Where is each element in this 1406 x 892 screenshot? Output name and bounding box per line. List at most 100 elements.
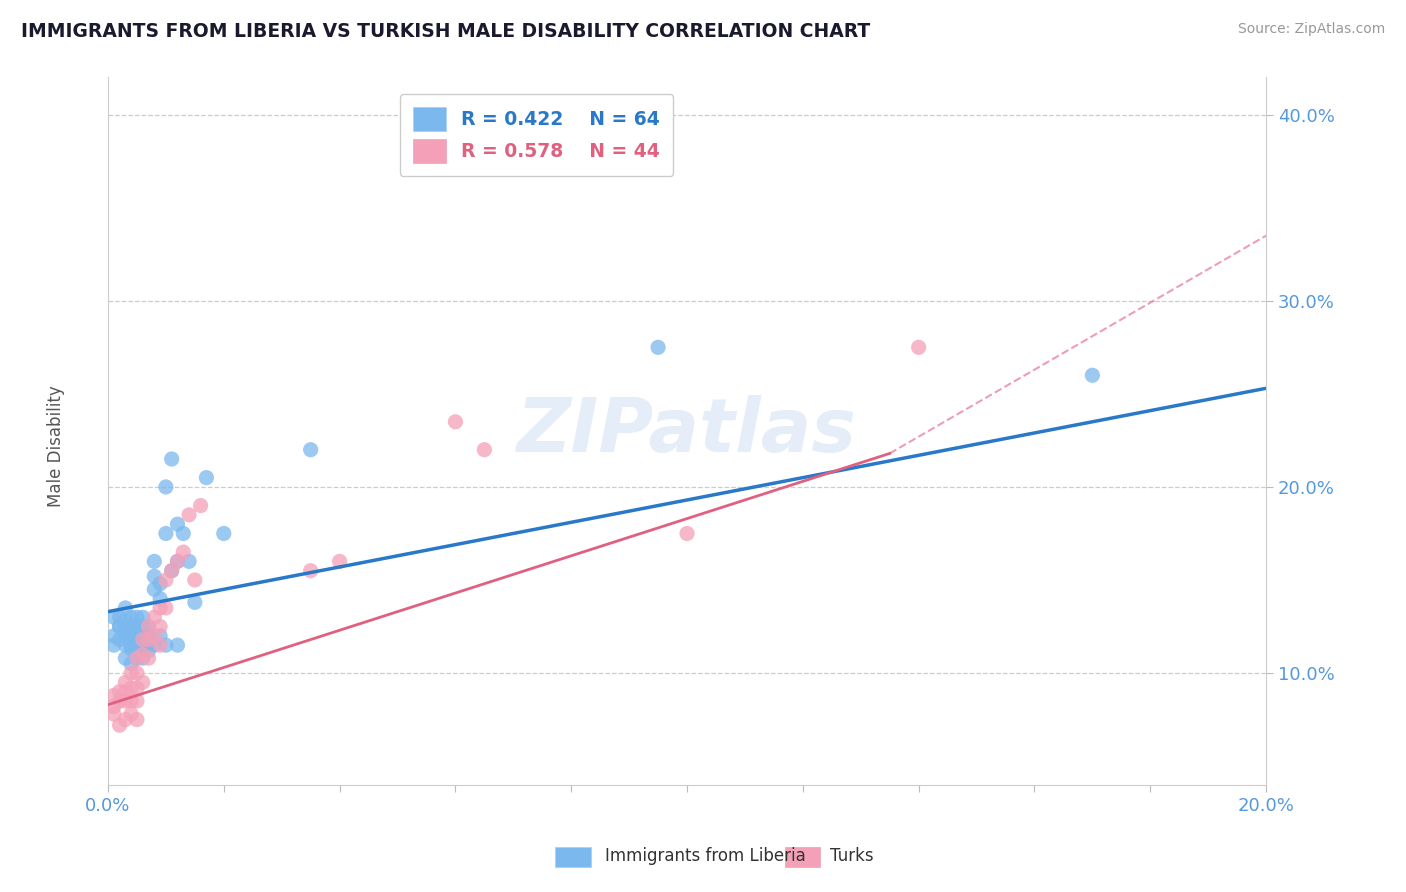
Point [160, 564, 183, 578]
Point [125, 644, 148, 658]
Point [172, 545, 194, 559]
Point [120, 632, 142, 647]
Point [132, 632, 155, 647]
Point [149, 601, 172, 615]
Text: Turks: Turks [830, 847, 873, 865]
Point [166, 554, 188, 568]
Point [166, 638, 188, 652]
Point [103, 629, 125, 643]
Point [143, 629, 166, 643]
Point [132, 651, 155, 665]
Point [125, 713, 148, 727]
Point [125, 638, 148, 652]
Point [160, 452, 183, 467]
Point [177, 508, 200, 522]
Point [108, 619, 131, 633]
Point [108, 718, 131, 732]
Text: ZIPatlas: ZIPatlas [517, 394, 858, 467]
Point [114, 619, 136, 633]
Point [138, 619, 160, 633]
Point [143, 569, 166, 583]
Point [125, 610, 148, 624]
Point [138, 638, 160, 652]
Text: IMMIGRANTS FROM LIBERIA VS TURKISH MALE DISABILITY CORRELATION CHART: IMMIGRANTS FROM LIBERIA VS TURKISH MALE … [21, 22, 870, 41]
Point [114, 614, 136, 628]
Point [329, 554, 352, 568]
Point [172, 526, 194, 541]
Point [108, 610, 131, 624]
Point [103, 610, 125, 624]
Point [114, 694, 136, 708]
Point [155, 480, 177, 494]
Point [132, 619, 155, 633]
Point [108, 619, 131, 633]
Point [125, 681, 148, 695]
Point [155, 601, 177, 615]
Point [125, 651, 148, 665]
Point [103, 706, 125, 721]
Point [177, 554, 200, 568]
Legend: R = 0.422    N = 64, R = 0.578    N = 44: R = 0.422 N = 64, R = 0.578 N = 44 [399, 94, 673, 176]
Point [676, 526, 699, 541]
Point [166, 517, 188, 532]
Point [143, 554, 166, 568]
Point [132, 648, 155, 662]
Point [132, 644, 155, 658]
Point [132, 638, 155, 652]
Point [103, 699, 125, 714]
Point [149, 619, 172, 633]
Point [132, 632, 155, 647]
Point [149, 576, 172, 591]
Point [143, 638, 166, 652]
Point [143, 610, 166, 624]
Point [120, 638, 142, 652]
Point [114, 638, 136, 652]
Point [166, 554, 188, 568]
Point [114, 625, 136, 640]
Point [143, 582, 166, 597]
Point [190, 499, 212, 513]
Point [108, 694, 131, 708]
Point [149, 629, 172, 643]
Point [108, 684, 131, 698]
Text: Source: ZipAtlas.com: Source: ZipAtlas.com [1237, 22, 1385, 37]
Point [155, 573, 177, 587]
Point [138, 632, 160, 647]
Point [125, 619, 148, 633]
Point [184, 573, 207, 587]
Point [120, 706, 142, 721]
Point [1081, 368, 1104, 383]
Point [155, 526, 177, 541]
Point [108, 632, 131, 647]
Point [114, 713, 136, 727]
Point [120, 610, 142, 624]
Point [907, 340, 929, 354]
Point [149, 591, 172, 606]
Point [195, 470, 218, 484]
Point [138, 651, 160, 665]
Point [138, 644, 160, 658]
Point [120, 619, 142, 633]
Point [114, 675, 136, 690]
Point [155, 638, 177, 652]
Point [138, 629, 160, 643]
Point [125, 625, 148, 640]
Point [138, 632, 160, 647]
Point [120, 681, 142, 695]
Point [120, 694, 142, 708]
Point [120, 657, 142, 671]
Text: Immigrants from Liberia: Immigrants from Liberia [605, 847, 806, 865]
Point [444, 415, 467, 429]
Point [114, 651, 136, 665]
Point [120, 666, 142, 681]
Point [114, 684, 136, 698]
Text: Male Disability: Male Disability [48, 385, 65, 507]
Point [149, 638, 172, 652]
Point [299, 564, 322, 578]
Point [474, 442, 496, 457]
Point [103, 638, 125, 652]
Point [132, 675, 155, 690]
Point [299, 442, 322, 457]
Point [138, 619, 160, 633]
Point [114, 601, 136, 615]
